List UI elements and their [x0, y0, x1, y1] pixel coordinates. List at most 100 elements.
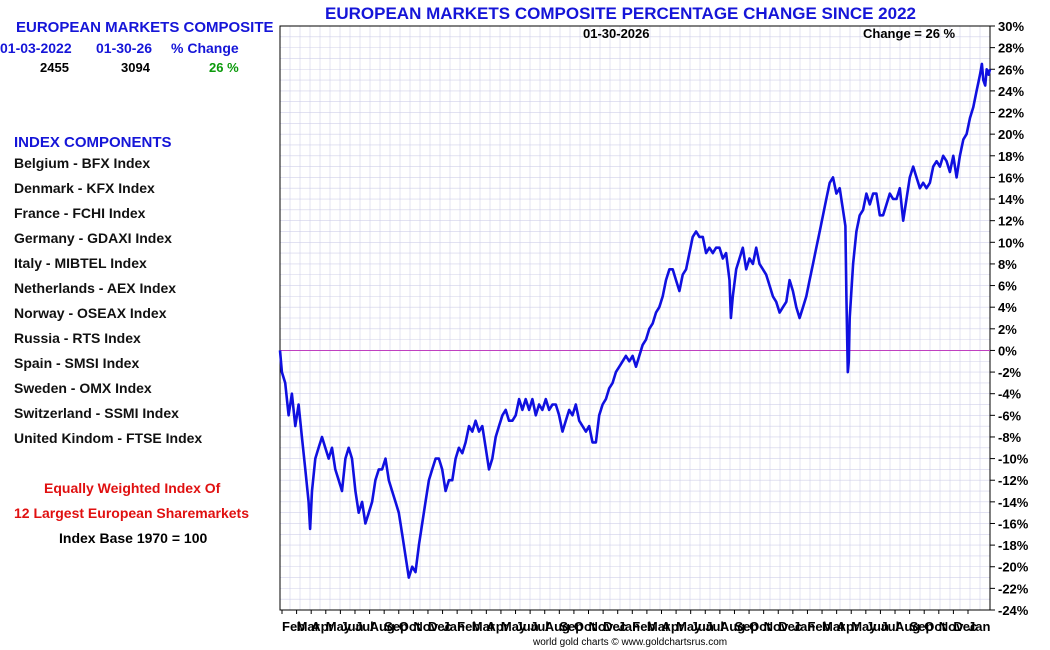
y-tick-label: 20% — [998, 127, 1024, 142]
component-item: Russia - RTS Index — [14, 330, 141, 346]
x-tick-label: Sep — [559, 619, 583, 634]
y-tick-label: 12% — [998, 214, 1024, 229]
y-tick-label: 22% — [998, 106, 1024, 121]
x-tick-label: Dec — [778, 619, 802, 634]
y-tick-label: -14% — [998, 495, 1029, 510]
x-tick-label: Mar — [647, 619, 670, 634]
y-tick-label: 14% — [998, 192, 1024, 207]
x-tick-label: Dec — [603, 619, 627, 634]
y-tick-label: 16% — [998, 170, 1024, 185]
x-tick-label: Nov — [764, 619, 789, 634]
x-tick-label: Aug — [545, 619, 570, 634]
change-value: 26 % — [209, 60, 239, 75]
component-item: Belgium - BFX Index — [14, 155, 151, 171]
x-tick-label: Jun — [866, 619, 889, 634]
y-tick-label: 6% — [998, 279, 1017, 294]
y-tick-label: -20% — [998, 560, 1029, 575]
x-tick-label: Jan — [443, 619, 465, 634]
x-tick-label: Apr — [661, 619, 683, 634]
start-date: 01-03-2022 — [0, 40, 72, 56]
change-header: % Change — [171, 40, 239, 56]
y-tick-label: 0% — [998, 343, 1017, 358]
y-tick-label: -6% — [998, 408, 1022, 423]
x-tick-label: Aug — [895, 619, 920, 634]
x-tick-label: Aug — [720, 619, 745, 634]
component-item: Norway - OSEAX Index — [14, 305, 167, 321]
x-tick-label: Mar — [822, 619, 845, 634]
x-tick-label: Jul — [355, 619, 374, 634]
x-tick-label: Oct — [924, 619, 946, 634]
footer-credit: world gold charts © www.goldchartsrus.co… — [533, 637, 728, 648]
start-value: 2455 — [40, 60, 69, 75]
y-tick-label: -22% — [998, 581, 1029, 596]
series-line — [278, 62, 992, 579]
y-tick-label: 24% — [998, 84, 1024, 99]
x-tick-label: May — [501, 619, 527, 634]
y-tick-label: -24% — [998, 603, 1029, 618]
x-tick-label: Nov — [939, 619, 964, 634]
component-item: Italy - MIBTEL Index — [14, 255, 147, 271]
x-tick-label: Jan — [618, 619, 640, 634]
x-tick-label: Feb — [282, 619, 305, 634]
x-tick-label: May — [326, 619, 352, 634]
x-tick-label: May — [676, 619, 702, 634]
plot-frame — [279, 25, 991, 611]
y-tick-label: -8% — [998, 430, 1022, 445]
panel-title: EUROPEAN MARKETS COMPOSITE — [16, 19, 274, 36]
x-tick-label: Apr — [837, 619, 859, 634]
y-tick-label: -18% — [998, 538, 1029, 553]
chart-header-change: Change = 26 % — [863, 26, 956, 41]
chart-header-date: 01-30-2026 — [583, 26, 650, 41]
x-tick-label: Jun — [340, 619, 363, 634]
chart-grid — [279, 25, 991, 611]
x-tick-label: Feb — [807, 619, 830, 634]
components-title: INDEX COMPONENTS — [14, 134, 172, 151]
x-tick-label: Oct — [574, 619, 596, 634]
x-tick-label: Feb — [457, 619, 480, 634]
note-line-2: 12 Largest European Sharemarkets — [14, 505, 249, 521]
x-tick-label: Aug — [370, 619, 395, 634]
x-tick-label: May — [851, 619, 877, 634]
y-tick-label: 26% — [998, 62, 1024, 77]
x-tick-label: Jul — [530, 619, 549, 634]
y-tick-label: 4% — [998, 300, 1017, 315]
component-item: Denmark - KFX Index — [14, 180, 155, 196]
x-tick-label: Sep — [910, 619, 934, 634]
x-tick-label: Oct — [399, 619, 421, 634]
x-tick-label: Jan — [968, 619, 990, 634]
component-item: France - FCHI Index — [14, 205, 146, 221]
x-tick-label: Jul — [705, 619, 724, 634]
y-tick-label: -12% — [998, 473, 1029, 488]
x-tick-label: Jun — [691, 619, 714, 634]
component-item: Spain - SMSI Index — [14, 355, 140, 371]
note-line-3: Index Base 1970 = 100 — [59, 530, 208, 546]
chart-title: EUROPEAN MARKETS COMPOSITE PERCENTAGE CH… — [325, 4, 916, 23]
y-tick-label: 30% — [998, 19, 1024, 34]
x-tick-label: Dec — [428, 619, 452, 634]
y-tick-label: -2% — [998, 365, 1022, 380]
y-tick-label: 10% — [998, 235, 1024, 250]
end-date: 01-30-26 — [96, 40, 153, 56]
x-tick-label: Mar — [297, 619, 320, 634]
component-item: Sweden - OMX Index — [14, 380, 152, 396]
x-tick-label: Jun — [516, 619, 539, 634]
x-tick-label: Sep — [384, 619, 408, 634]
x-tick-label: Jul — [880, 619, 899, 634]
component-item: Germany - GDAXI Index — [14, 230, 172, 246]
y-tick-label: 28% — [998, 41, 1024, 56]
x-tick-label: Sep — [734, 619, 758, 634]
y-axis: 30% 28% 26% 24% 22% 20% 18% 16% 14% 12% 10% 8% 6% 4% 2… — [990, 19, 1029, 618]
y-tick-label: -16% — [998, 516, 1029, 531]
y-tick-label: 18% — [998, 149, 1024, 164]
y-tick-label: 2% — [998, 322, 1017, 337]
y-tick-label: -10% — [998, 452, 1029, 467]
x-tick-label: Apr — [311, 619, 333, 634]
x-tick-label: Feb — [632, 619, 655, 634]
x-tick-label: Nov — [413, 619, 438, 634]
x-tick-label: Nov — [589, 619, 614, 634]
component-item: Netherlands - AEX Index — [14, 280, 177, 296]
component-item: Switzerland - SSMI Index — [14, 405, 179, 421]
x-tick-label: Oct — [749, 619, 771, 634]
y-tick-label: 8% — [998, 257, 1017, 272]
